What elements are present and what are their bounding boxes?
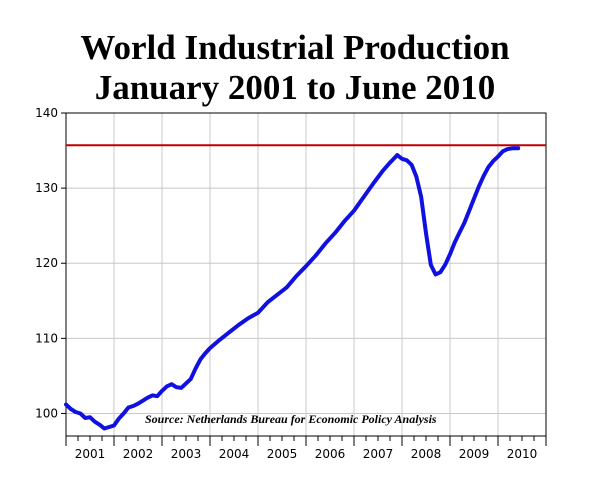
- y-tick-label: 130: [35, 181, 58, 195]
- series-line: [64, 146, 521, 431]
- x-tick-label: 2008: [411, 447, 442, 461]
- x-tick-label: 2009: [459, 447, 490, 461]
- source-note: Source: Netherlands Bureau for Economic …: [145, 412, 437, 426]
- x-tick-label: 2003: [171, 447, 202, 461]
- chart-title: World Industrial Production: [80, 28, 510, 67]
- y-tick-label: 110: [35, 331, 58, 345]
- gridlines: [65, 112, 546, 436]
- x-tick-label: 2002: [123, 447, 154, 461]
- x-tick-label: 2005: [267, 447, 298, 461]
- y-tick-label: 120: [35, 256, 58, 270]
- y-axis: 100 110 120 130 140: [35, 106, 66, 420]
- y-tick-label: 140: [35, 106, 58, 120]
- series-layer: [64, 146, 521, 431]
- x-tick-label: 2004: [219, 447, 250, 461]
- x-tick-label: 2010: [507, 447, 538, 461]
- x-axis: 2001 2002 2003 2004 2005 2006 2007 2008 2009 2010: [65, 436, 547, 461]
- x-tick-label: 2006: [315, 447, 346, 461]
- x-tick-label: 2007: [363, 447, 394, 461]
- x-tick-label: 2001: [75, 447, 106, 461]
- y-tick-label: 100: [35, 406, 58, 420]
- chart-subtitle: January 2001 to June 2010: [94, 68, 496, 107]
